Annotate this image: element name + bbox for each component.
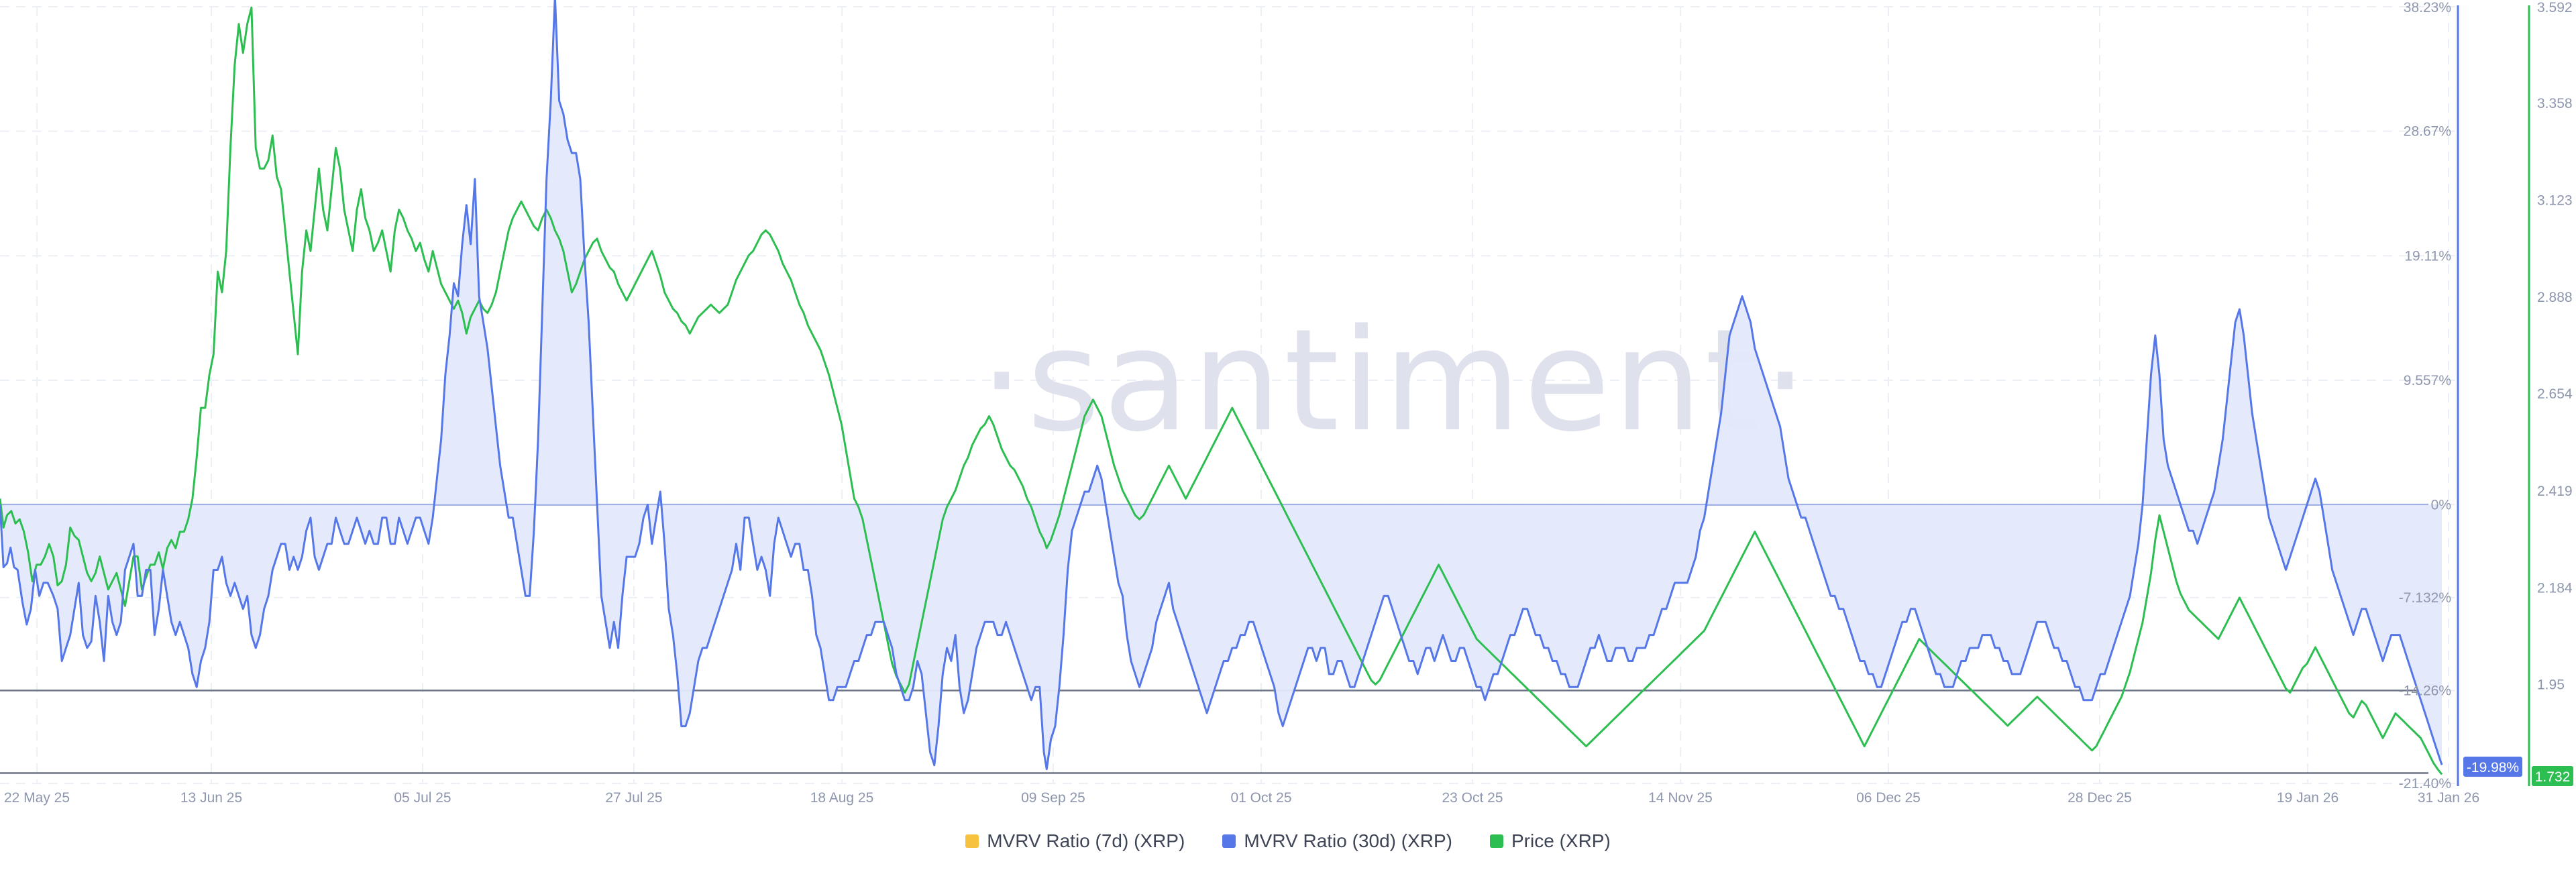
legend-label: Price (XRP) — [1511, 830, 1611, 851]
legend-item-mvrv-7d[interactable]: MVRV Ratio (7d) (XRP) — [965, 830, 1185, 852]
x-tick-label: 14 Nov 25 — [1648, 790, 1713, 806]
mvrv-tick-label: 38.23% — [2404, 0, 2451, 15]
price-current-badge: 1.732 — [2532, 766, 2573, 786]
legend-label: MVRV Ratio (7d) (XRP) — [987, 830, 1185, 851]
price-tick-label: 2.654 — [2537, 386, 2573, 402]
x-tick-label: 31 Jan 26 — [2418, 790, 2479, 806]
price-tick-label: 3.358 — [2537, 96, 2573, 111]
mvrv-tick-label: 9.557% — [2404, 373, 2451, 388]
mvrv-tick-label: -14.26% — [2399, 683, 2451, 698]
legend-swatch — [1222, 834, 1236, 848]
x-tick-label: 19 Jan 26 — [2277, 790, 2339, 806]
watermark: ·santiment· — [979, 298, 1811, 463]
legend-swatch — [1490, 834, 1503, 848]
price-axis-ticks: 3.592 3.358 3.123 2.888 2.654 2.419 2.184 1.95 — [2537, 0, 2573, 692]
price-tick-label: 3.592 — [2537, 0, 2573, 15]
price-current-value: 1.732 — [2535, 769, 2571, 785]
legend: MVRV Ratio (7d) (XRP) MVRV Ratio (30d) (… — [0, 830, 2576, 852]
legend-label: MVRV Ratio (30d) (XRP) — [1244, 830, 1452, 851]
price-tick-label: 3.123 — [2537, 193, 2573, 209]
price-tick-label: 1.95 — [2537, 677, 2565, 692]
legend-swatch — [965, 834, 979, 848]
mvrv-tick-label: -21.40% — [2399, 776, 2451, 792]
mvrv-tick-label: 19.11% — [2404, 248, 2451, 264]
legend-item-price[interactable]: Price (XRP) — [1490, 830, 1611, 852]
x-axis-ticks: 22 May 25 13 Jun 25 05 Jul 25 27 Jul 25 18 A… — [4, 790, 2479, 806]
mvrv-current-value: -19.98% — [2467, 760, 2519, 775]
x-tick-label: 06 Dec 25 — [1856, 790, 1921, 806]
x-tick-label: 01 Oct 25 — [1230, 790, 1291, 806]
mvrv-tick-label: 28.67% — [2404, 124, 2451, 140]
x-tick-label: 22 May 25 — [4, 790, 70, 806]
price-tick-label: 2.184 — [2537, 580, 2573, 596]
price-line — [0, 6, 2443, 775]
mvrv-30d-line — [0, 0, 2443, 771]
x-tick-label: 28 Dec 25 — [2068, 790, 2132, 806]
x-tick-label: 23 Oct 25 — [1442, 790, 1503, 806]
mvrv-current-badge: -19.98% — [2463, 757, 2522, 777]
x-tick-label: 13 Jun 25 — [180, 790, 242, 806]
mvrv-30d-area — [0, 0, 2442, 769]
mvrv-axis-ticks: 38.23% 28.67% 19.11% 9.557% 0% -7.132% -14.26%… — [2399, 0, 2451, 792]
price-tick-label: 2.419 — [2537, 484, 2573, 499]
price-tick-label: 2.888 — [2537, 290, 2573, 305]
x-tick-label: 05 Jul 25 — [394, 790, 451, 806]
x-tick-label: 18 Aug 25 — [810, 790, 874, 806]
mvrv-tick-label: -7.132% — [2399, 590, 2451, 606]
x-tick-label: 27 Jul 25 — [605, 790, 662, 806]
legend-item-mvrv-30d[interactable]: MVRV Ratio (30d) (XRP) — [1222, 830, 1452, 852]
mvrv-tick-label: 0% — [2431, 497, 2451, 512]
x-tick-label: 09 Sep 25 — [1021, 790, 1085, 806]
